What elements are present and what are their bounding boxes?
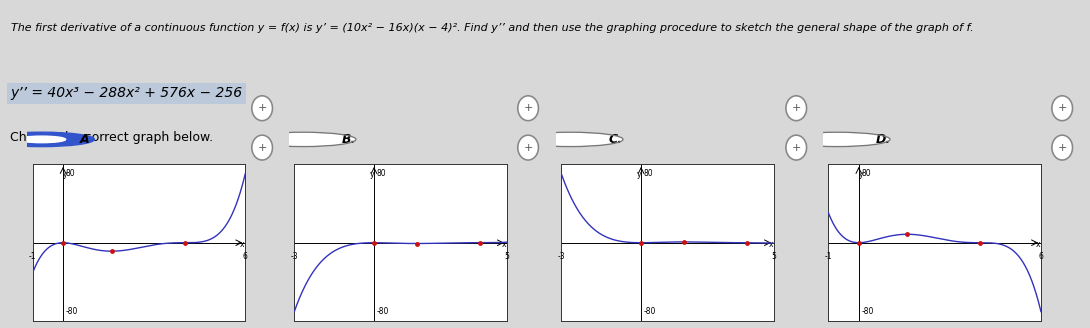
Text: +: + <box>257 103 267 113</box>
Text: +: + <box>791 103 801 113</box>
Circle shape <box>786 96 807 121</box>
Text: +: + <box>1057 103 1067 113</box>
Text: The first derivative of a continuous function y = f(x) is y’ = (10x² − 16x)(x − : The first derivative of a continuous fun… <box>11 23 973 33</box>
Text: C.: C. <box>608 133 622 146</box>
Text: -3: -3 <box>291 252 298 261</box>
Circle shape <box>0 132 95 147</box>
Circle shape <box>17 136 65 143</box>
Text: -80: -80 <box>643 307 655 317</box>
Text: D.: D. <box>875 133 891 146</box>
Text: x: x <box>501 240 507 249</box>
Circle shape <box>518 132 623 147</box>
Text: 80: 80 <box>861 169 871 178</box>
Circle shape <box>786 135 807 160</box>
Text: y: y <box>637 170 641 179</box>
Circle shape <box>1052 96 1073 121</box>
Text: +: + <box>1057 143 1067 153</box>
Text: -80: -80 <box>376 307 388 317</box>
Text: 6: 6 <box>1039 252 1043 261</box>
Circle shape <box>251 132 356 147</box>
Text: 5: 5 <box>772 252 776 261</box>
Text: -1: -1 <box>825 252 832 261</box>
Circle shape <box>1052 135 1073 160</box>
Text: -80: -80 <box>861 307 873 317</box>
Text: -1: -1 <box>29 252 36 261</box>
Text: Choose the correct graph below.: Choose the correct graph below. <box>11 131 214 144</box>
Text: -80: -80 <box>65 307 77 317</box>
Text: -3: -3 <box>558 252 565 261</box>
Text: 80: 80 <box>376 169 386 178</box>
Text: x: x <box>1036 240 1040 249</box>
Text: y: y <box>370 170 374 179</box>
Text: B.: B. <box>341 133 355 146</box>
Text: x: x <box>768 240 774 249</box>
Text: 80: 80 <box>643 169 653 178</box>
Text: 5: 5 <box>505 252 509 261</box>
Text: +: + <box>257 143 267 153</box>
Text: A: A <box>80 133 89 146</box>
Circle shape <box>252 135 272 160</box>
Text: x: x <box>240 240 244 249</box>
Text: +: + <box>523 143 533 153</box>
Text: y’’ = 40x³ − 288x² + 576x − 256: y’’ = 40x³ − 288x² + 576x − 256 <box>11 87 242 100</box>
Text: +: + <box>523 103 533 113</box>
Text: 80: 80 <box>65 169 75 178</box>
Text: +: + <box>791 143 801 153</box>
Text: y: y <box>63 170 68 179</box>
Circle shape <box>518 96 538 121</box>
Circle shape <box>252 96 272 121</box>
Circle shape <box>785 132 891 147</box>
Circle shape <box>518 135 538 160</box>
Text: y: y <box>859 170 863 179</box>
Text: 6: 6 <box>243 252 247 261</box>
